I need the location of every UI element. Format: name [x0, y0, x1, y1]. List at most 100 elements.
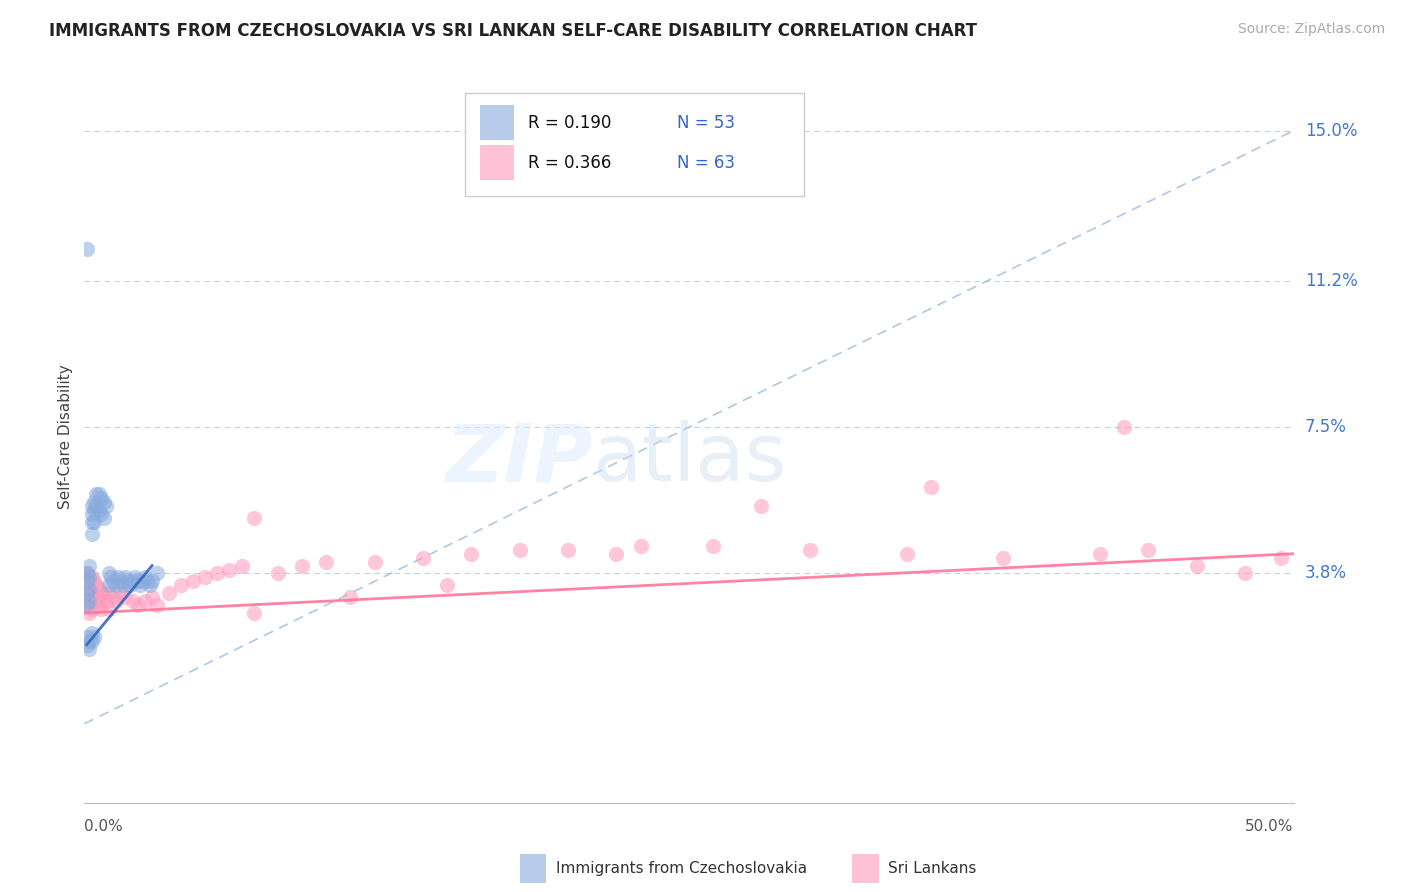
Point [86, 578, 108, 592]
Point [1270, 550, 1292, 565]
Point [124, 570, 146, 584]
Point [460, 547, 482, 561]
Point [87, 582, 110, 597]
Point [80, 633, 103, 648]
Point [107, 570, 129, 584]
Point [94, 594, 117, 608]
Text: 3.8%: 3.8% [1305, 565, 1347, 582]
Point [97, 566, 120, 581]
Text: 11.2%: 11.2% [1305, 272, 1357, 290]
Point [80, 500, 103, 514]
Point [1137, 542, 1160, 557]
Point [134, 570, 156, 584]
Point [76, 574, 98, 589]
Point [80, 527, 103, 541]
Text: 15.0%: 15.0% [1305, 121, 1357, 140]
Text: 0.0%: 0.0% [84, 819, 124, 834]
Point [93, 511, 115, 525]
Point [363, 555, 385, 569]
Point [76, 638, 98, 652]
Text: 7.5%: 7.5% [1305, 418, 1347, 436]
Point [1234, 566, 1257, 581]
Point [194, 570, 217, 584]
Text: atlas: atlas [592, 420, 786, 498]
Point [141, 574, 163, 589]
Point [86, 487, 108, 501]
Point [127, 574, 149, 589]
Point [77, 641, 100, 656]
Text: Sri Lankans: Sri Lankans [889, 861, 977, 876]
Point [97, 586, 120, 600]
Point [134, 594, 156, 608]
Point [90, 586, 112, 600]
Point [76, 630, 98, 644]
Point [436, 578, 458, 592]
Point [77, 594, 100, 608]
Point [77, 633, 100, 648]
Point [83, 574, 105, 589]
Point [231, 558, 253, 573]
Point [93, 591, 115, 605]
Point [170, 578, 193, 592]
Point [114, 570, 136, 584]
Point [136, 574, 159, 589]
Point [121, 574, 143, 589]
Point [80, 515, 103, 529]
Point [76, 582, 98, 597]
Point [90, 491, 112, 506]
Point [702, 539, 724, 553]
Point [94, 500, 117, 514]
Point [1114, 420, 1136, 434]
Point [110, 586, 132, 600]
Point [267, 566, 290, 581]
Point [83, 515, 105, 529]
Point [103, 574, 125, 589]
Point [799, 542, 821, 557]
Point [97, 602, 120, 616]
Point [157, 586, 180, 600]
Point [242, 511, 264, 525]
Point [104, 578, 127, 592]
Point [87, 487, 110, 501]
Point [509, 542, 531, 557]
Point [993, 550, 1015, 565]
Point [83, 495, 105, 509]
Point [146, 566, 169, 581]
Point [138, 578, 160, 592]
Point [77, 591, 100, 605]
Y-axis label: Self-Care Disability: Self-Care Disability [58, 365, 73, 509]
Point [141, 591, 163, 605]
Point [80, 507, 103, 521]
Point [77, 582, 100, 597]
Point [1088, 547, 1111, 561]
Point [77, 558, 100, 573]
Point [76, 586, 98, 600]
Point [104, 594, 127, 608]
Point [83, 503, 105, 517]
Point [291, 558, 314, 573]
Bar [479, 145, 513, 180]
Point [80, 586, 103, 600]
Point [114, 591, 136, 605]
Point [146, 598, 169, 612]
Point [131, 574, 153, 589]
Point [80, 570, 103, 584]
Point [86, 594, 108, 608]
Point [93, 495, 115, 509]
Point [339, 591, 361, 605]
Text: Source: ZipAtlas.com: Source: ZipAtlas.com [1237, 22, 1385, 37]
Point [97, 578, 120, 592]
Text: IMMIGRANTS FROM CZECHOSLOVAKIA VS SRI LANKAN SELF-CARE DISABILITY CORRELATION CH: IMMIGRANTS FROM CZECHOSLOVAKIA VS SRI LA… [49, 22, 977, 40]
Point [412, 550, 434, 565]
Point [129, 578, 152, 592]
Point [896, 547, 918, 561]
Point [120, 578, 142, 592]
Point [121, 594, 143, 608]
Text: R = 0.190: R = 0.190 [529, 113, 612, 131]
Point [76, 242, 98, 256]
Point [557, 542, 579, 557]
Point [1185, 558, 1208, 573]
Text: 50.0%: 50.0% [1246, 819, 1294, 834]
Point [77, 570, 100, 584]
Point [181, 574, 204, 589]
